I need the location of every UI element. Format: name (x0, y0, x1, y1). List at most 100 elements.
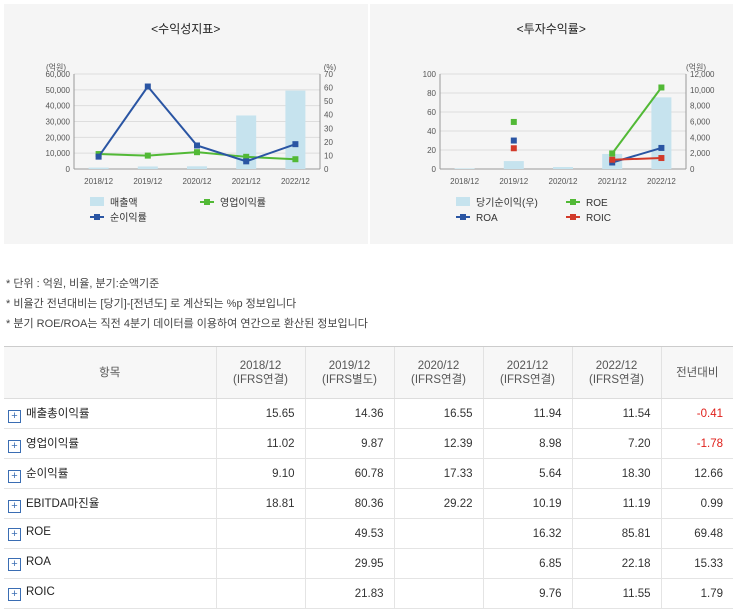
y-left-tick-label: 0 (66, 165, 71, 174)
data-point (657, 84, 664, 91)
legend-marker (569, 214, 576, 220)
header-year: 2019/12 (IFRS별도) (304, 346, 394, 399)
y-right-tick-label: 0 (324, 165, 329, 174)
legend-label: ROIC (586, 213, 611, 224)
year: 2022/12 (595, 359, 638, 372)
value-cell: 6.85 (482, 548, 572, 579)
header-year: 2020/12 (IFRS연결) (393, 346, 483, 399)
value-cell: 22.18 (571, 548, 661, 579)
table-row: + 영업이익률 11.02 9.87 12.39 8.98 7.20 -1.78 (4, 428, 733, 459)
value-cell: 29.22 (393, 488, 483, 519)
change-cell: 15.33 (660, 548, 733, 579)
year: 2018/12 (239, 359, 282, 372)
header-year: 2018/12 (IFRS연결) (215, 346, 305, 399)
change-cell: 0.99 (660, 488, 733, 519)
legend-marker (569, 199, 576, 205)
value-cell: 17.33 (393, 458, 483, 489)
value-cell: 11.02 (215, 428, 305, 459)
row-label-cell: + ROE (4, 518, 216, 549)
y-right-tick-label: 30 (324, 124, 333, 133)
y-right-tick-label: 50 (324, 97, 333, 106)
y-right-tick-label: 20 (324, 138, 333, 147)
bar (503, 161, 524, 169)
value-cell: 7.20 (571, 428, 661, 459)
basis: (IFRS연결) (410, 373, 466, 386)
legend-label: 순이익률 (110, 212, 147, 224)
value-cell (393, 518, 483, 549)
y-right-tick-label: 6,000 (690, 118, 711, 127)
data-point (292, 141, 299, 148)
data-point (608, 156, 615, 163)
value-cell: 10.19 (482, 488, 572, 519)
profitability-table: 항목 2018/12 (IFRS연결) 2019/12 (IFRS별도) 2020/… (4, 346, 733, 609)
y-left-tick-label: 60 (427, 108, 436, 117)
y-right-tick-label: 2,000 (690, 149, 711, 158)
header-year: 2022/12 (IFRS연결) (571, 346, 661, 399)
table-row: + EBITDA마진율 18.81 80.36 29.22 10.19 11.19 0.99 (4, 488, 733, 519)
year: 2019/12 (328, 359, 371, 372)
data-point (194, 149, 200, 156)
x-tick-label: 2020/12 (548, 177, 577, 186)
value-cell: 80.36 (304, 488, 394, 519)
expand-button[interactable]: + (8, 499, 21, 513)
series-line (611, 157, 661, 161)
y-right-tick-label: 60 (324, 84, 333, 93)
table-header-row: 항목 2018/12 (IFRS연결) 2019/12 (IFRS별도) 2020/… (4, 346, 733, 399)
expand-button[interactable]: + (8, 409, 21, 423)
value-cell: 16.32 (482, 518, 572, 549)
value-cell: 85.81 (571, 518, 661, 549)
data-point (510, 137, 517, 144)
row-label: ROE (26, 526, 51, 538)
expand-button[interactable]: + (8, 469, 21, 483)
value-cell: 15.65 (215, 398, 305, 429)
row-label: 순이익률 (26, 467, 69, 480)
y-right-tick-label: 4,000 (690, 133, 711, 142)
y-left-tick-label: 10,000 (46, 149, 71, 158)
legend-swatch (90, 197, 104, 206)
y-left-tick-label: 0 (431, 165, 436, 174)
y-left-unit: (억원) (46, 62, 66, 72)
table-row: + ROA 29.95 6.85 22.18 15.33 (4, 548, 733, 579)
year: 2021/12 (506, 359, 549, 372)
bar (285, 90, 306, 169)
row-label-cell: + 매출총이익률 (4, 398, 216, 429)
investment-return-chart-panel: <투자수익률> 0 20 40 60 80 100 0 2,000 4,000 6,000 8,00… (369, 4, 733, 244)
data-point (608, 150, 615, 157)
value-cell (393, 578, 483, 609)
y-right-unit: (%) (324, 63, 337, 72)
expand-button[interactable]: + (8, 439, 21, 453)
expand-button[interactable]: + (8, 558, 21, 571)
legend-label: ROE (586, 198, 608, 209)
expand-button[interactable]: + (8, 588, 21, 601)
legend-marker (94, 214, 100, 220)
row-label: ROA (26, 556, 51, 568)
x-tick-label: 2019/12 (133, 177, 162, 186)
chart-title: <수익성지표> (151, 22, 221, 36)
profitability-chart: 0 10,000 20,000 30,000 40,000 50,000 60,000 0 10… (46, 62, 337, 224)
y-left-tick-label: 30,000 (46, 118, 71, 127)
value-cell: 5.64 (482, 458, 572, 489)
value-cell: 9.76 (482, 578, 572, 609)
bar (552, 167, 573, 169)
value-cell: 21.83 (304, 578, 394, 609)
data-point (95, 153, 102, 160)
expand-button[interactable]: + (8, 528, 21, 541)
data-point (657, 155, 664, 162)
y-left-tick-label: 80 (427, 89, 436, 98)
note-line: * 분기 ROE/ROA는 직전 4분기 데이터를 이용하여 연간으로 환산된 … (6, 318, 368, 330)
value-cell (393, 548, 483, 579)
row-label: ROIC (26, 586, 55, 598)
table-row: + 매출총이익률 15.65 14.36 16.55 11.94 11.54 -0.41 (4, 398, 733, 429)
notes: * 단위 : 억원, 비율, 분기:순액기준 * 비율간 전년대비는 [당기]-… (6, 274, 368, 334)
y-right-tick-label: 40 (324, 111, 333, 120)
row-label-cell: + ROIC (4, 578, 216, 609)
data-point (657, 144, 664, 151)
x-tick-label: 2022/12 (281, 177, 310, 186)
basis: (IFRS별도) (321, 373, 377, 386)
change-cell: 69.48 (660, 518, 733, 549)
value-cell: 11.55 (571, 578, 661, 609)
x-tick-label: 2020/12 (183, 177, 212, 186)
row-label-cell: + ROA (4, 548, 216, 579)
value-cell: 8.98 (482, 428, 572, 459)
legend-label: 영업이익률 (220, 196, 266, 209)
